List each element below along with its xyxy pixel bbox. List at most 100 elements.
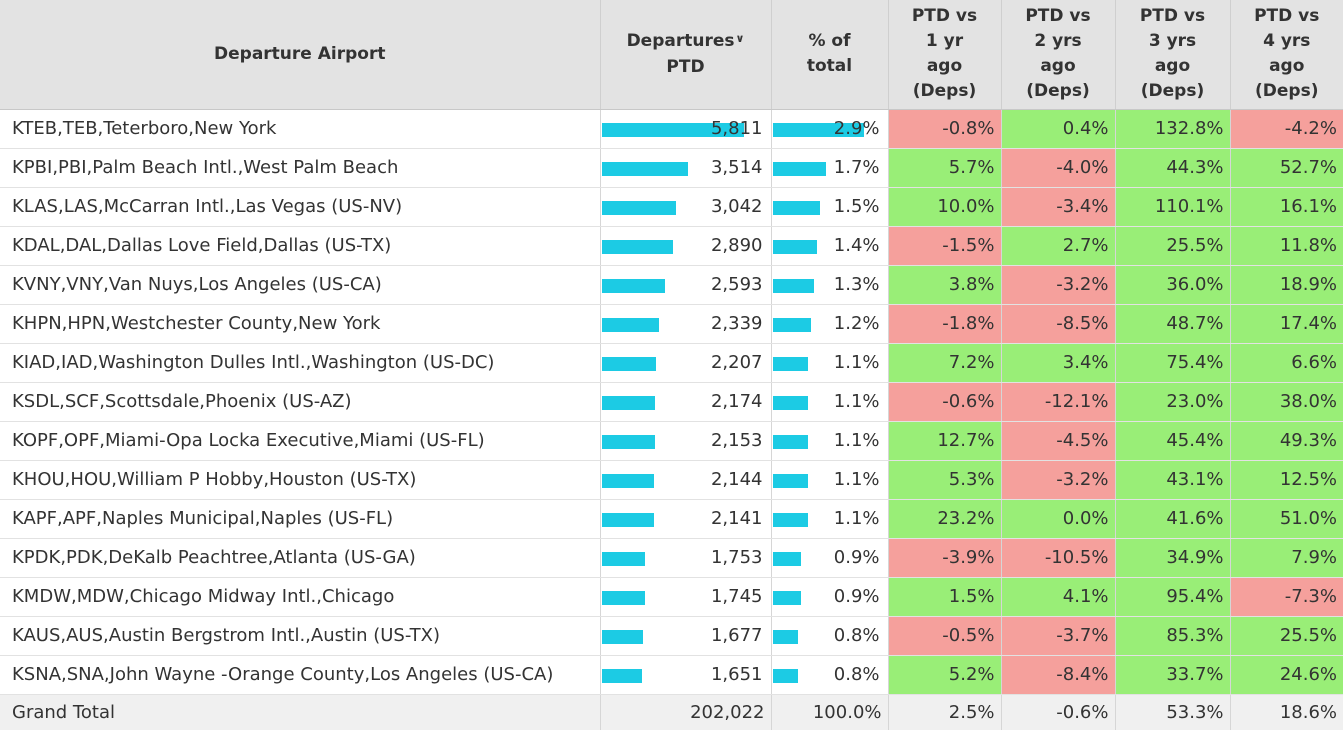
ptd-vs-4-yr-cell: 52.7% <box>1230 148 1343 188</box>
grand-total-vs-2: -0.6% <box>1001 694 1116 730</box>
ptd-vs-2-yr-cell: -10.5% <box>1001 538 1116 578</box>
table-row[interactable]: KOPF,OPF,Miami-Opa Locka Executive,Miami… <box>0 421 1343 461</box>
departures-value: 2,174 <box>710 390 763 412</box>
ptd-vs-3-yr-cell: 43.1% <box>1115 460 1231 500</box>
departures-cell: 2,141 <box>600 499 772 539</box>
ptd-vs-3-yr-cell: 25.5% <box>1115 226 1231 266</box>
pct-total-value: 0.9% <box>833 546 880 568</box>
table-row[interactable]: KAPF,APF,Naples Municipal,Naples (US-FL)… <box>0 499 1343 539</box>
column-header-line: ago <box>926 56 963 77</box>
ptd-vs-4-yr-cell: 25.5% <box>1230 616 1343 656</box>
column-header-vs3[interactable]: PTD vs 3 yrs ago (Deps) <box>1115 0 1231 110</box>
grand-total-vs-3: 53.3% <box>1115 694 1231 730</box>
ptd-vs-4-yr-cell: 11.8% <box>1230 226 1343 266</box>
ptd-vs-1-yr-cell: 5.7% <box>888 148 1002 188</box>
departures-bar <box>601 356 656 371</box>
ptd-vs-4-yr-cell: 24.6% <box>1230 655 1343 695</box>
ptd-vs-3-yr-cell: 36.0% <box>1115 265 1231 305</box>
ptd-vs-4-yr-cell: 51.0% <box>1230 499 1343 539</box>
ptd-vs-3-yr-cell: 33.7% <box>1115 655 1231 695</box>
departures-cell: 1,677 <box>600 616 772 656</box>
table-row[interactable]: KHPN,HPN,Westchester County,New York 2,33… <box>0 304 1343 344</box>
ptd-vs-3-yr-cell: 41.6% <box>1115 499 1231 539</box>
sort-chevron-down-icon[interactable]: ∨ <box>735 31 745 45</box>
table-row[interactable]: KPBI,PBI,Palm Beach Intl.,West Palm Beac… <box>0 148 1343 188</box>
departures-bar <box>601 200 676 215</box>
table-row[interactable]: KTEB,TEB,Teterboro,New York 5,811 2.9% -0.8… <box>0 109 1343 149</box>
pct-total-bar <box>772 278 814 293</box>
airport-cell: KDAL,DAL,Dallas Love Field,Dallas (US-TX… <box>0 226 601 266</box>
ptd-vs-4-yr-cell: 12.5% <box>1230 460 1343 500</box>
table-row[interactable]: KHOU,HOU,William P Hobby,Houston (US-TX)… <box>0 460 1343 500</box>
column-header-line: PTD vs <box>911 6 978 27</box>
grand-total-row[interactable]: Grand Total 202,022 100.0% 2.5% -0.6% 53.3% 18… <box>0 694 1343 730</box>
ptd-vs-2-yr-cell: 0.4% <box>1001 109 1116 149</box>
pct-total-value: 0.9% <box>833 585 880 607</box>
column-header-line: (Deps) <box>1255 81 1319 102</box>
departures-cell: 1,651 <box>600 655 772 695</box>
column-header-vs4[interactable]: PTD vs 4 yrs ago (Deps) <box>1230 0 1343 110</box>
pct-total-value: 0.8% <box>833 663 880 685</box>
column-header-line: 4 yrs <box>1263 31 1311 52</box>
departures-bar <box>601 395 655 410</box>
departures-bar <box>601 122 744 137</box>
column-header-line: PTD vs <box>1025 6 1091 27</box>
pct-total-bar <box>772 122 864 137</box>
table-row[interactable]: KSNA,SNA,John Wayne -Orange County,Los A… <box>0 655 1343 695</box>
departures-value: 1,651 <box>710 663 763 685</box>
pct-total-cell: 1.2% <box>771 304 889 344</box>
table-row[interactable]: KLAS,LAS,McCarran Intl.,Las Vegas (US-NV… <box>0 187 1343 227</box>
pct-total-cell: 0.8% <box>771 655 889 695</box>
pct-total-bar <box>772 434 808 449</box>
ptd-vs-4-yr-cell: 49.3% <box>1230 421 1343 461</box>
airport-cell: KHOU,HOU,William P Hobby,Houston (US-TX) <box>0 460 601 500</box>
table-row[interactable]: KSDL,SCF,Scottsdale,Phoenix (US-AZ) 2,174… <box>0 382 1343 422</box>
pct-total-value: 1.7% <box>833 156 880 178</box>
departures-value: 3,042 <box>710 195 763 217</box>
pct-total-cell: 1.3% <box>771 265 889 305</box>
table-row[interactable]: KVNY,VNY,Van Nuys,Los Angeles (US-CA) 2,5… <box>0 265 1343 305</box>
table-row[interactable]: KAUS,AUS,Austin Bergstrom Intl.,Austin (… <box>0 616 1343 656</box>
pct-total-value: 2.9% <box>833 117 880 139</box>
airport-cell: KSDL,SCF,Scottsdale,Phoenix (US-AZ) <box>0 382 601 422</box>
table-row[interactable]: KMDW,MDW,Chicago Midway Intl.,Chicago 1,7… <box>0 577 1343 617</box>
pct-total-cell: 0.9% <box>771 538 889 578</box>
ptd-vs-2-yr-cell: -3.2% <box>1001 460 1116 500</box>
airport-cell: KOPF,OPF,Miami-Opa Locka Executive,Miami… <box>0 421 601 461</box>
column-header-line: 2 yrs <box>1034 31 1082 52</box>
pct-total-bar <box>772 512 808 527</box>
pct-total-cell: 1.4% <box>771 226 889 266</box>
departures-value: 3,514 <box>710 156 763 178</box>
column-header-airport[interactable]: Departure Airport <box>0 0 601 110</box>
ptd-vs-4-yr-cell: -7.3% <box>1230 577 1343 617</box>
table-row[interactable]: KIAD,IAD,Washington Dulles Intl.,Washing… <box>0 343 1343 383</box>
departures-value: 2,153 <box>710 429 763 451</box>
pct-total-value: 1.5% <box>833 195 880 217</box>
pct-total-cell: 1.1% <box>771 499 889 539</box>
column-header-departures[interactable]: Departures∨ PTD <box>600 0 772 110</box>
table-row[interactable]: KDAL,DAL,Dallas Love Field,Dallas (US-TX… <box>0 226 1343 266</box>
ptd-vs-2-yr-cell: 0.0% <box>1001 499 1116 539</box>
column-header-vs1[interactable]: PTD vs 1 yr ago (Deps) <box>888 0 1002 110</box>
column-header-vs2[interactable]: PTD vs 2 yrs ago (Deps) <box>1001 0 1116 110</box>
grand-total-label: Grand Total <box>0 694 601 730</box>
departures-value: 1,745 <box>710 585 763 607</box>
ptd-vs-2-yr-cell: 3.4% <box>1001 343 1116 383</box>
table-row[interactable]: KPDK,PDK,DeKalb Peachtree,Atlanta (US-GA… <box>0 538 1343 578</box>
ptd-vs-1-yr-cell: 5.2% <box>888 655 1002 695</box>
ptd-vs-2-yr-cell: -4.5% <box>1001 421 1116 461</box>
column-header-line: (Deps) <box>1026 81 1090 102</box>
departures-value: 2,339 <box>710 312 763 334</box>
ptd-vs-2-yr-cell: -8.5% <box>1001 304 1116 344</box>
ptd-vs-3-yr-cell: 45.4% <box>1115 421 1231 461</box>
pct-total-bar <box>772 239 817 254</box>
departures-bar <box>601 317 659 332</box>
ptd-vs-2-yr-cell: -3.2% <box>1001 265 1116 305</box>
ptd-vs-3-yr-cell: 75.4% <box>1115 343 1231 383</box>
airport-cell: KTEB,TEB,Teterboro,New York <box>0 109 601 149</box>
airport-cell: KAUS,AUS,Austin Bergstrom Intl.,Austin (… <box>0 616 601 656</box>
departures-value: 1,677 <box>710 624 763 646</box>
pct-total-bar <box>772 473 808 488</box>
column-header-pct_total[interactable]: % of total <box>771 0 889 110</box>
